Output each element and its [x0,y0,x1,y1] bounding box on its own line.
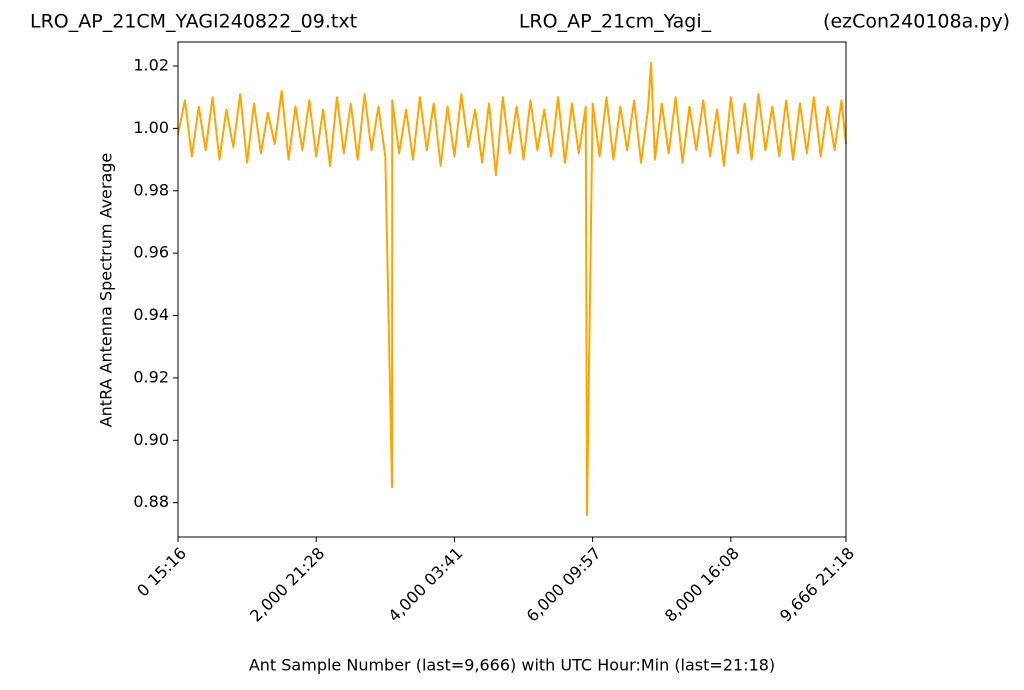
y-axis-label: AntRA Antenna Spectrum Average [97,153,116,428]
chart-title: LRO_AP_21cm_Yagi_ [519,11,712,33]
x-tick-label: 6,000 09:57 [523,544,605,626]
y-tick-label: 0.98 [133,180,169,199]
y-tick-label: 0.90 [133,430,169,449]
x-tick-label: 8,000 16:08 [661,544,743,626]
file-title: LRO_AP_21CM_YAGI240822_09.txt [30,11,357,33]
y-tick-label: 0.96 [133,243,169,262]
x-tick-label: 9,666 21:18 [776,544,858,626]
y-tick-label: 0.88 [133,492,169,511]
plot-frame [177,41,847,538]
y-tick-label: 1.00 [133,118,169,137]
y-tick-label: 0.92 [133,367,169,386]
x-tick-label: 2,000 21:28 [246,544,328,626]
x-tick-label: 4,000 03:41 [384,544,466,626]
y-tick-label: 1.02 [133,56,169,75]
x-tick-label: 0 15:16 [133,544,190,601]
y-tick-label: 0.94 [133,305,169,324]
script-title: (ezCon240108a.py) [823,11,1010,33]
data-line [177,61,847,517]
x-axis-label: Ant Sample Number (last=9,666) with UTC … [249,656,775,675]
